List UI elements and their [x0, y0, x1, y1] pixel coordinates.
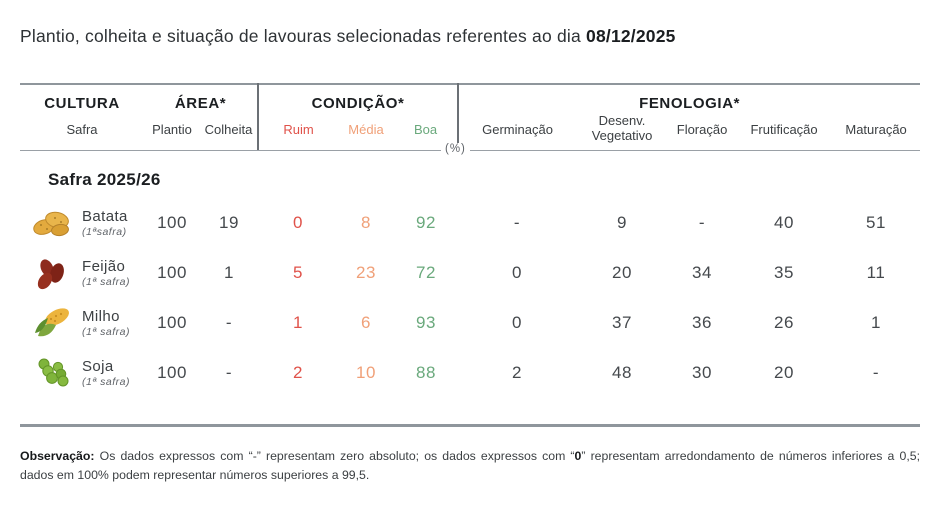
table-bottom-rule: [20, 424, 920, 427]
subheader-colheita: Colheita: [200, 114, 260, 150]
cell-plantio: 100: [157, 313, 187, 332]
page-title-text: Plantio, colheita e situação de lavouras…: [20, 26, 581, 46]
cell-floracao: 36: [692, 313, 712, 332]
crop-name: Feijão: [82, 258, 126, 275]
header-cultura: CULTURA: [44, 95, 120, 112]
crop-cell: Batata (1ªsafra): [82, 198, 144, 248]
cell-floracao: 30: [692, 363, 712, 382]
cell-maturacao: -: [872, 363, 880, 382]
subheader-maturacao: Maturação: [845, 121, 907, 137]
cell-ruim: 5: [293, 263, 303, 282]
header-condicao: CONDIÇÃO*: [258, 84, 460, 114]
table-body: Batata (1ªsafra) 100 19 0 8 92 - 9 - 40 …: [20, 198, 920, 398]
cell-floracao: -: [698, 213, 706, 232]
soybean-icon: [20, 348, 82, 398]
cell-ruim: 0: [293, 213, 303, 232]
subheader-plantio: Plantio: [152, 121, 192, 137]
cell-desenv-vegetativo: 37: [612, 313, 632, 332]
crop-safra: (1ª safra): [82, 326, 130, 338]
cell-frutificacao: 20: [774, 363, 794, 382]
table-row-batata: Batata (1ªsafra) 100 19 0 8 92 - 9 - 40 …: [20, 198, 920, 248]
crop-safra: (1ªsafra): [82, 226, 127, 238]
cell-boa: 93: [416, 313, 436, 332]
report-page: Plantio, colheita e situação de lavouras…: [20, 26, 921, 485]
crop-safra: (1ª safra): [82, 276, 130, 288]
corn-icon: [20, 298, 82, 348]
section-title-safra: Safra 2025/26: [48, 170, 161, 189]
footnote-label: Observação:: [20, 449, 95, 463]
footnote: Observação: Os dados expressos com “-” r…: [20, 447, 920, 485]
header-fenologia: FENOLOGIA*: [639, 95, 741, 112]
page-title: Plantio, colheita e situação de lavouras…: [20, 26, 920, 47]
subheader-ruim: Ruim: [283, 121, 314, 137]
cell-plantio: 100: [157, 213, 187, 232]
cell-desenv-vegetativo: 20: [612, 263, 632, 282]
cell-frutificacao: 35: [774, 263, 794, 282]
cell-boa: 88: [416, 363, 436, 382]
cell-boa: 72: [416, 263, 436, 282]
cell-germinacao: -: [513, 213, 521, 232]
cell-frutificacao: 40: [774, 213, 794, 232]
cell-germinacao: 2: [512, 363, 522, 382]
cell-media: 10: [356, 363, 376, 382]
subheader-germinacao: Germinação: [482, 121, 553, 137]
footnote-part1: Os dados expressos com “-” representam z…: [99, 449, 575, 463]
subheader-frutificacao: Frutificação: [750, 121, 818, 137]
table-row-soja: Soja (1ª safra) 100 - 2 10 88 2 48 30 20…: [20, 348, 920, 398]
crops-table: CULTURA ÁREA* CONDIÇÃO* FENOLOGIA* Safra…: [20, 83, 921, 485]
table-header: CULTURA ÁREA* CONDIÇÃO* FENOLOGIA* Safra…: [20, 83, 921, 150]
cell-maturacao: 1: [871, 313, 881, 332]
percent-unit-label: (%): [441, 143, 470, 155]
crop-safra: (1ª safra): [82, 376, 130, 388]
cell-media: 23: [356, 263, 376, 282]
cell-maturacao: 51: [866, 213, 886, 232]
cell-media: 8: [361, 213, 371, 232]
cell-desenv-vegetativo: 48: [612, 363, 632, 382]
cell-desenv-vegetativo: 9: [617, 213, 627, 232]
cell-plantio: 100: [157, 263, 187, 282]
crop-cell: Feijão (1ª safra): [82, 248, 144, 298]
subheader-desenv-vegetativo: Desenv. Vegetativo: [591, 113, 653, 143]
cell-boa: 92: [416, 213, 436, 232]
crop-name: Milho: [82, 308, 120, 325]
subheader-safra: Safra: [66, 121, 98, 137]
crop-name: Batata: [82, 208, 128, 225]
cell-germinacao: 0: [512, 313, 522, 332]
cell-frutificacao: 26: [774, 313, 794, 332]
cell-colheita: 19: [219, 213, 239, 232]
crop-cell: Soja (1ª safra): [82, 348, 144, 398]
subheader-floracao: Floração: [676, 121, 728, 137]
crop-cell: Milho (1ª safra): [82, 298, 144, 348]
subheader-media: Média: [348, 121, 384, 137]
cell-maturacao: 11: [866, 263, 886, 282]
report-date: 08/12/2025: [586, 26, 676, 46]
cell-colheita: -: [225, 313, 233, 332]
cell-colheita: 1: [224, 263, 234, 282]
header-area: ÁREA*: [144, 84, 260, 114]
potato-icon: [20, 198, 82, 248]
cell-floracao: 34: [692, 263, 712, 282]
footnote-part2: ” representam arredondamento de números …: [20, 449, 920, 483]
footnote-zero: 0: [574, 449, 582, 463]
cell-media: 6: [361, 313, 371, 332]
table-row-milho: Milho (1ª safra) 100 - 1 6 93 0 37 36 26…: [20, 298, 920, 348]
crop-name: Soja: [82, 358, 114, 375]
percent-unit-divider: (%): [20, 143, 920, 155]
beans-icon: [20, 248, 82, 298]
cell-ruim: 2: [293, 363, 303, 382]
table-row-feijao: Feijão (1ª safra) 100 1 5 23 72 0 20 34 …: [20, 248, 920, 298]
cell-colheita: -: [225, 363, 233, 382]
cell-germinacao: 0: [512, 263, 522, 282]
cell-ruim: 1: [293, 313, 303, 332]
cell-plantio: 100: [157, 363, 187, 382]
